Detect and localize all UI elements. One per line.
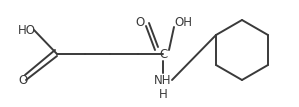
Text: O: O	[135, 16, 145, 28]
Text: H: H	[159, 88, 167, 102]
Text: C: C	[159, 48, 167, 60]
Text: NH: NH	[154, 74, 172, 86]
Text: HO: HO	[18, 24, 36, 36]
Text: O: O	[18, 74, 27, 86]
Text: OH: OH	[174, 16, 192, 28]
